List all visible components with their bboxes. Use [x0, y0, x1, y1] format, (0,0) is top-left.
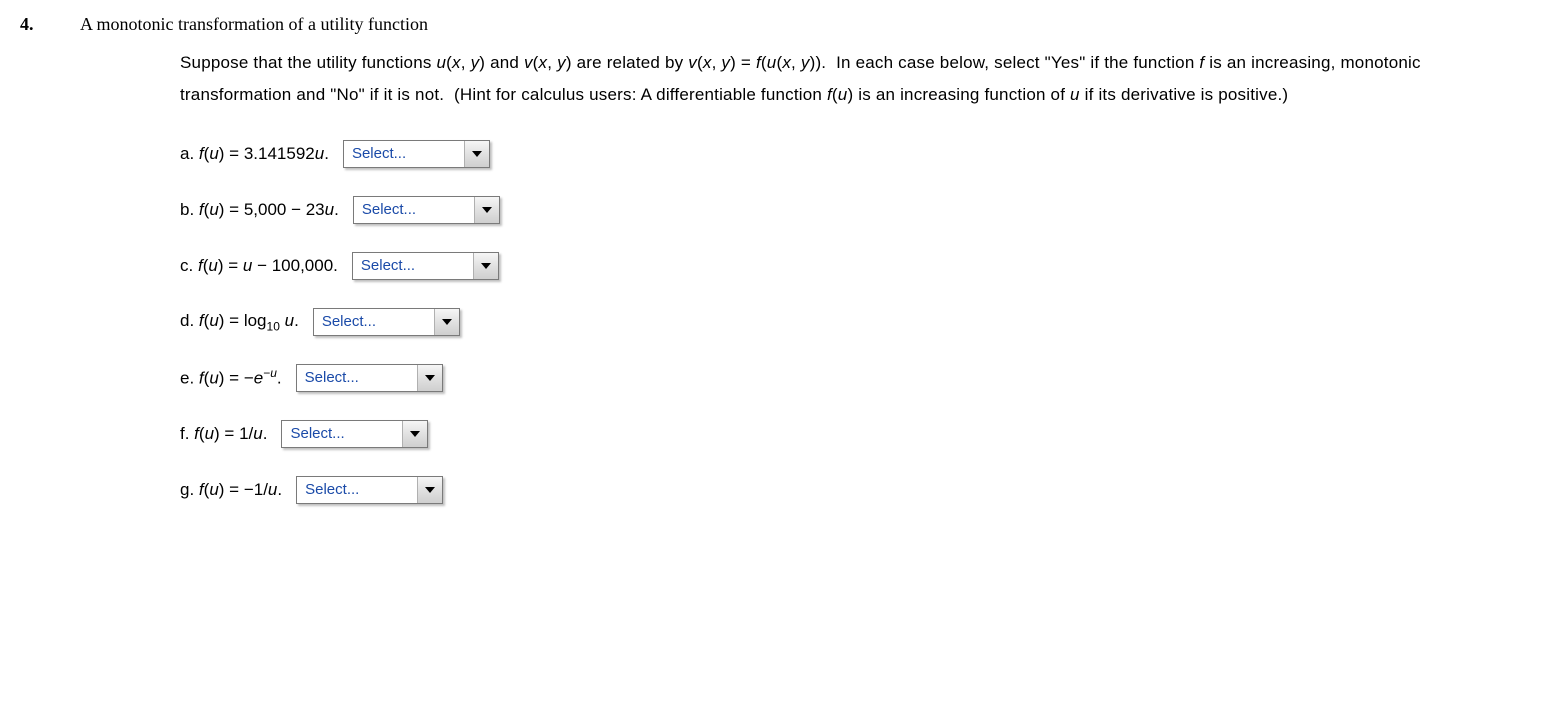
answer-dropdown-f[interactable]: Select... [281, 420, 428, 448]
dropdown-placeholder: Select... [297, 477, 417, 503]
option-label: g. f(u) = −1/u. [180, 478, 282, 502]
dropdown-placeholder: Select... [314, 309, 434, 335]
dropdown-placeholder: Select... [282, 421, 402, 447]
option-label: d. f(u) = log10 u. [180, 309, 299, 335]
answer-dropdown-a[interactable]: Select... [343, 140, 490, 168]
question-prompt: Suppose that the utility functions u(x, … [180, 47, 1536, 112]
dropdown-placeholder: Select... [354, 197, 474, 223]
chevron-down-icon[interactable] [473, 253, 498, 279]
answer-dropdown-g[interactable]: Select... [296, 476, 443, 504]
chevron-down-icon[interactable] [474, 197, 499, 223]
answer-dropdown-b[interactable]: Select... [353, 196, 500, 224]
option-row-f: f. f(u) = 1/u. Select... [180, 420, 1536, 448]
options-list: a. f(u) = 3.141592u.Select...b. f(u) = 5… [180, 140, 1536, 504]
option-row-d: d. f(u) = log10 u. Select... [180, 308, 1536, 336]
chevron-down-icon[interactable] [417, 477, 442, 503]
chevron-down-icon[interactable] [402, 421, 427, 447]
answer-dropdown-e[interactable]: Select... [296, 364, 443, 392]
option-row-b: b. f(u) = 5,000 − 23u. Select... [180, 196, 1536, 224]
chevron-down-icon[interactable] [434, 309, 459, 335]
dropdown-placeholder: Select... [297, 365, 417, 391]
question-number: 4. [20, 12, 80, 37]
dropdown-placeholder: Select... [344, 141, 464, 167]
chevron-down-icon[interactable] [417, 365, 442, 391]
option-label: c. f(u) = u − 100,000. [180, 254, 338, 278]
answer-dropdown-d[interactable]: Select... [313, 308, 460, 336]
dropdown-placeholder: Select... [353, 253, 473, 279]
option-row-a: a. f(u) = 3.141592u. Select... [180, 140, 1536, 168]
option-label: b. f(u) = 5,000 − 23u. [180, 198, 339, 222]
option-label: e. f(u) = −e−u. [180, 365, 282, 390]
option-row-g: g. f(u) = −1/u. Select... [180, 476, 1536, 504]
chevron-down-icon[interactable] [464, 141, 489, 167]
option-label: a. f(u) = 3.141592u. [180, 142, 329, 166]
option-label: f. f(u) = 1/u. [180, 422, 267, 446]
question-title: A monotonic transformation of a utility … [80, 12, 1536, 37]
question-container: 4. A monotonic transformation of a utili… [20, 12, 1536, 532]
option-row-e: e. f(u) = −e−u. Select... [180, 364, 1536, 392]
answer-dropdown-c[interactable]: Select... [352, 252, 499, 280]
option-row-c: c. f(u) = u − 100,000. Select... [180, 252, 1536, 280]
question-body: A monotonic transformation of a utility … [80, 12, 1536, 532]
